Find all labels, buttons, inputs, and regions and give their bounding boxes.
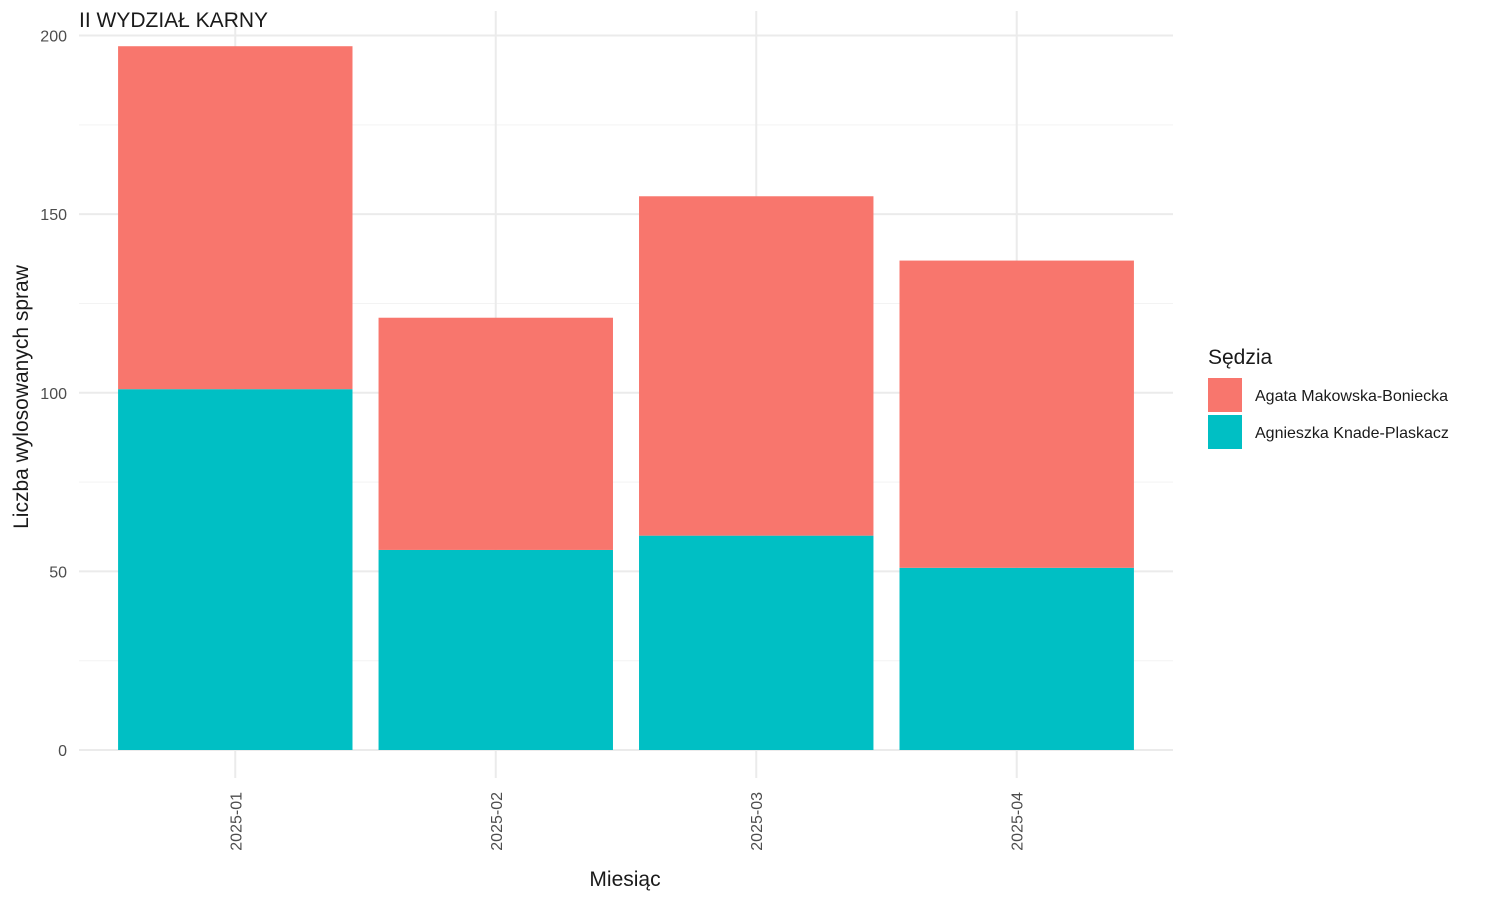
y-tick-label: 200 [40, 29, 67, 46]
legend-title: Sędzia [1208, 346, 1273, 369]
y-axis-ticks: 0 50 100 150 200 [40, 29, 67, 761]
y-tick-label: 100 [40, 386, 67, 403]
bar-segment [378, 317, 613, 550]
y-tick-label: 50 [49, 564, 67, 581]
x-axis-title: Miesiąc [589, 868, 660, 891]
bar-segment [118, 389, 353, 750]
x-tick-label: 2025-03 [749, 792, 766, 851]
bars [118, 46, 1134, 750]
bar-segment [639, 196, 874, 536]
y-axis-title: Liczba wylosowanych spraw [10, 264, 33, 529]
y-tick-label: 0 [58, 743, 67, 760]
legend-swatch [1208, 378, 1242, 412]
x-tick-label: 2025-02 [489, 792, 506, 851]
x-axis-ticks: 2025-01 2025-02 2025-03 2025-04 [228, 792, 1026, 851]
bar-segment [378, 549, 613, 750]
y-tick-label: 150 [40, 207, 67, 224]
x-tick-label: 2025-01 [228, 792, 245, 851]
legend-items: Agata Makowska-Boniecka Agnieszka Knade-P… [1208, 378, 1449, 449]
x-tick-label: 2025-04 [1010, 792, 1027, 851]
legend: Sędzia Agata Makowska-Boniecka Agnieszka … [1208, 346, 1449, 449]
bar-segment [639, 535, 874, 750]
legend-label: Agata Makowska-Boniecka [1255, 388, 1448, 405]
bar-segment [899, 260, 1134, 568]
legend-label: Agnieszka Knade-Plaskacz [1255, 425, 1449, 442]
legend-swatch [1208, 415, 1242, 449]
bar-segment [899, 567, 1134, 750]
chart-title: II WYDZIAŁ KARNY [79, 9, 268, 32]
bar-segment [118, 46, 353, 390]
